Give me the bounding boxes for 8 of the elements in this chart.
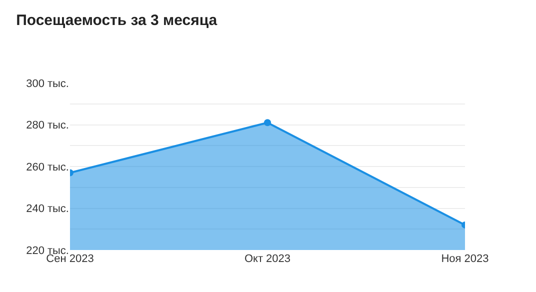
chart-title: Посещаемость за 3 месяца [16, 12, 218, 30]
y-tick-label: 260 тыс. [26, 161, 69, 174]
y-tick-label: 280 тыс. [26, 120, 69, 132]
y-tick-label: 240 тыс. [26, 203, 69, 216]
x-tick-label: Сен 2023 [46, 253, 94, 265]
x-tick-label: Окт 2023 [244, 253, 291, 265]
y-tick-label: 300 тыс. [26, 78, 69, 90]
x-tick-label: Ноя 2023 [441, 253, 489, 265]
